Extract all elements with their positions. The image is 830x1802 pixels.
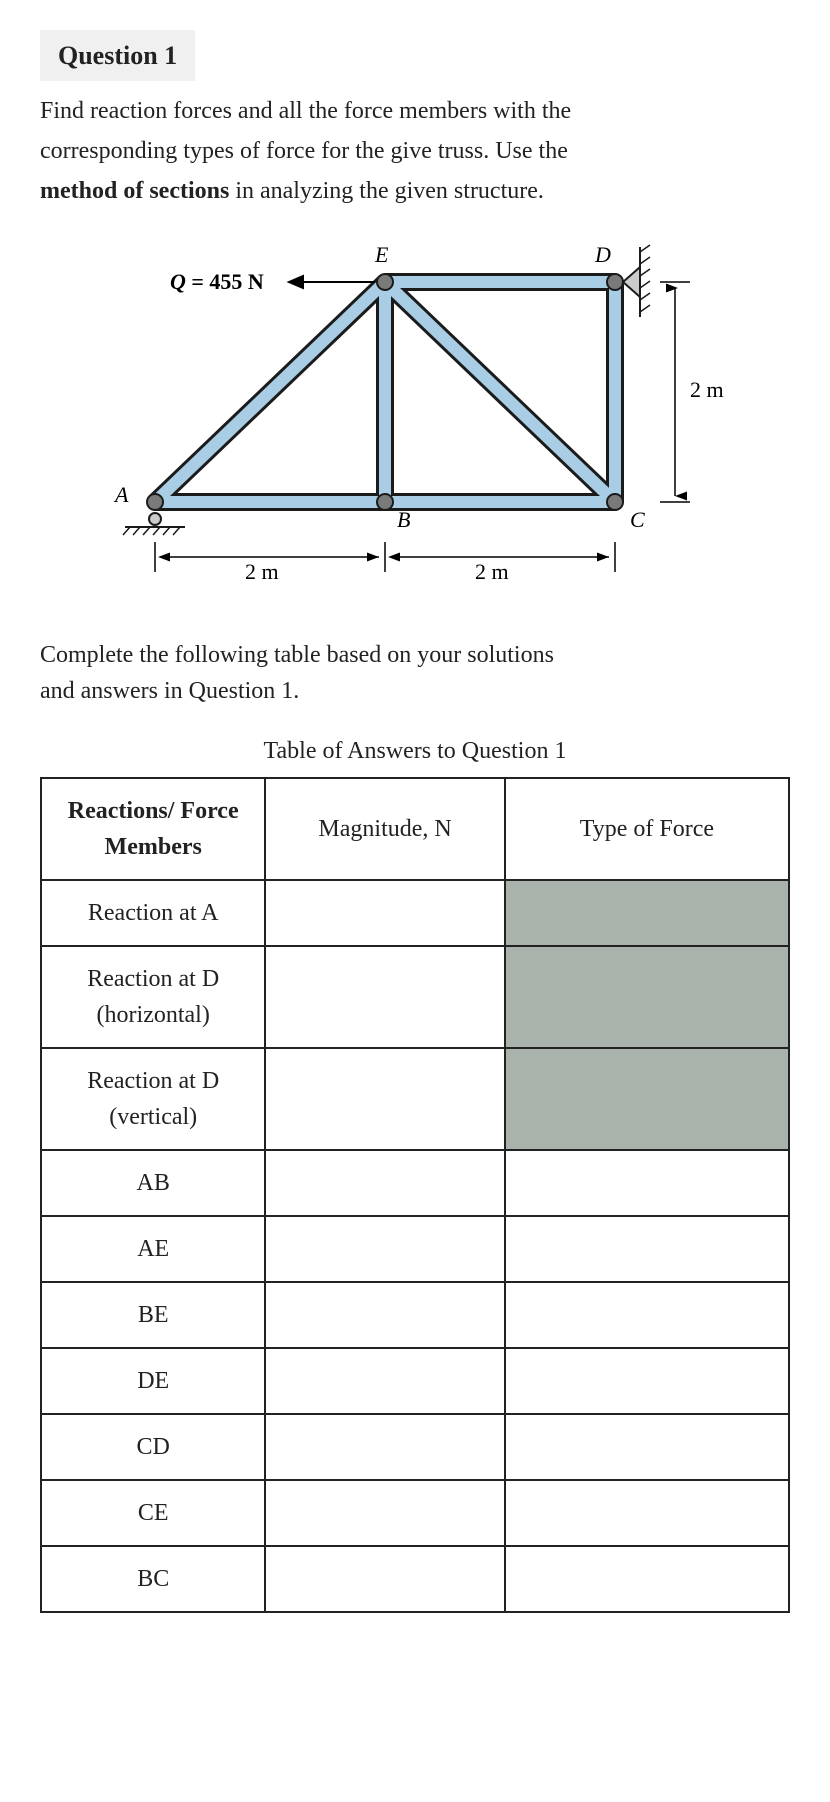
label-line: (vertical) [109, 1104, 197, 1130]
type-cell [505, 1480, 789, 1546]
magnitude-cell [265, 1546, 504, 1612]
magnitude-cell [265, 1150, 504, 1216]
dim-left: 2 m [245, 559, 279, 584]
label-A: A [113, 482, 129, 507]
row-label: BE [41, 1282, 265, 1348]
magnitude-cell [265, 946, 504, 1048]
type-cell [505, 1546, 789, 1612]
type-cell [505, 1282, 789, 1348]
row-label: CE [41, 1480, 265, 1546]
label-Q: Q = 455 N [170, 269, 264, 294]
table-title: Table of Answers to Question 1 [40, 733, 790, 769]
table-row: Reaction at D (horizontal) [41, 946, 789, 1048]
emphasis: method of sections [40, 178, 229, 204]
type-cell [505, 1048, 789, 1150]
row-label: DE [41, 1348, 265, 1414]
type-cell [505, 946, 789, 1048]
col-header-magnitude: Magnitude, N [265, 778, 504, 880]
col-header-type: Type of Force [505, 778, 789, 880]
text: in analyzing the given structure. [229, 178, 544, 204]
label-E: E [374, 242, 389, 267]
label-C: C [630, 507, 645, 532]
magnitude-cell [265, 1348, 504, 1414]
row-label: BC [41, 1546, 265, 1612]
table-row: BC [41, 1546, 789, 1612]
label-line: Reaction at D [87, 966, 219, 992]
row-label: AE [41, 1216, 265, 1282]
prompt-line: method of sections in analyzing the give… [40, 173, 790, 209]
table-row: BE [41, 1282, 789, 1348]
type-cell [505, 880, 789, 946]
col-header-members: Reactions/ Force Members [41, 778, 265, 880]
dim-height: 2 m [690, 377, 724, 402]
question-tag: Question 1 [40, 30, 195, 81]
magnitude-cell [265, 1282, 504, 1348]
magnitude-cell [265, 880, 504, 946]
row-label: Reaction at D (vertical) [41, 1048, 265, 1150]
row-label: CD [41, 1414, 265, 1480]
row-label: AB [41, 1150, 265, 1216]
dim-right: 2 m [475, 559, 509, 584]
label-line: Reaction at D [87, 1068, 219, 1094]
answers-table: Reactions/ Force Members Magnitude, N Ty… [40, 777, 790, 1613]
header-line: Members [105, 834, 202, 860]
table-row: CD [41, 1414, 789, 1480]
prompt-line: Find reaction forces and all the force m… [40, 93, 790, 129]
label-line: (horizontal) [97, 1002, 210, 1028]
table-row: AE [41, 1216, 789, 1282]
magnitude-cell [265, 1216, 504, 1282]
magnitude-cell [265, 1048, 504, 1150]
table-row: Reaction at A [41, 880, 789, 946]
magnitude-cell [265, 1414, 504, 1480]
text-line: and answers in Question 1. [40, 673, 790, 709]
type-cell [505, 1216, 789, 1282]
type-cell [505, 1414, 789, 1480]
row-label: Reaction at D (horizontal) [41, 946, 265, 1048]
table-row: AB [41, 1150, 789, 1216]
text-line: Complete the following table based on yo… [40, 637, 790, 673]
table-row: CE [41, 1480, 789, 1546]
truss-diagram: A B C E D Q = 455 N 2 m 2 m 2 m [75, 227, 755, 607]
question-prompt: Find reaction forces and all the force m… [40, 93, 790, 209]
type-cell [505, 1150, 789, 1216]
prompt-line: corresponding types of force for the giv… [40, 133, 790, 169]
label-D: D [594, 242, 611, 267]
magnitude-cell [265, 1480, 504, 1546]
table-row: Reaction at D (vertical) [41, 1048, 789, 1150]
header-line: Reactions/ Force [68, 798, 239, 824]
row-label: Reaction at A [41, 880, 265, 946]
label-B: B [397, 507, 410, 532]
table-row: DE [41, 1348, 789, 1414]
followup-text: Complete the following table based on yo… [40, 637, 790, 709]
type-cell [505, 1348, 789, 1414]
